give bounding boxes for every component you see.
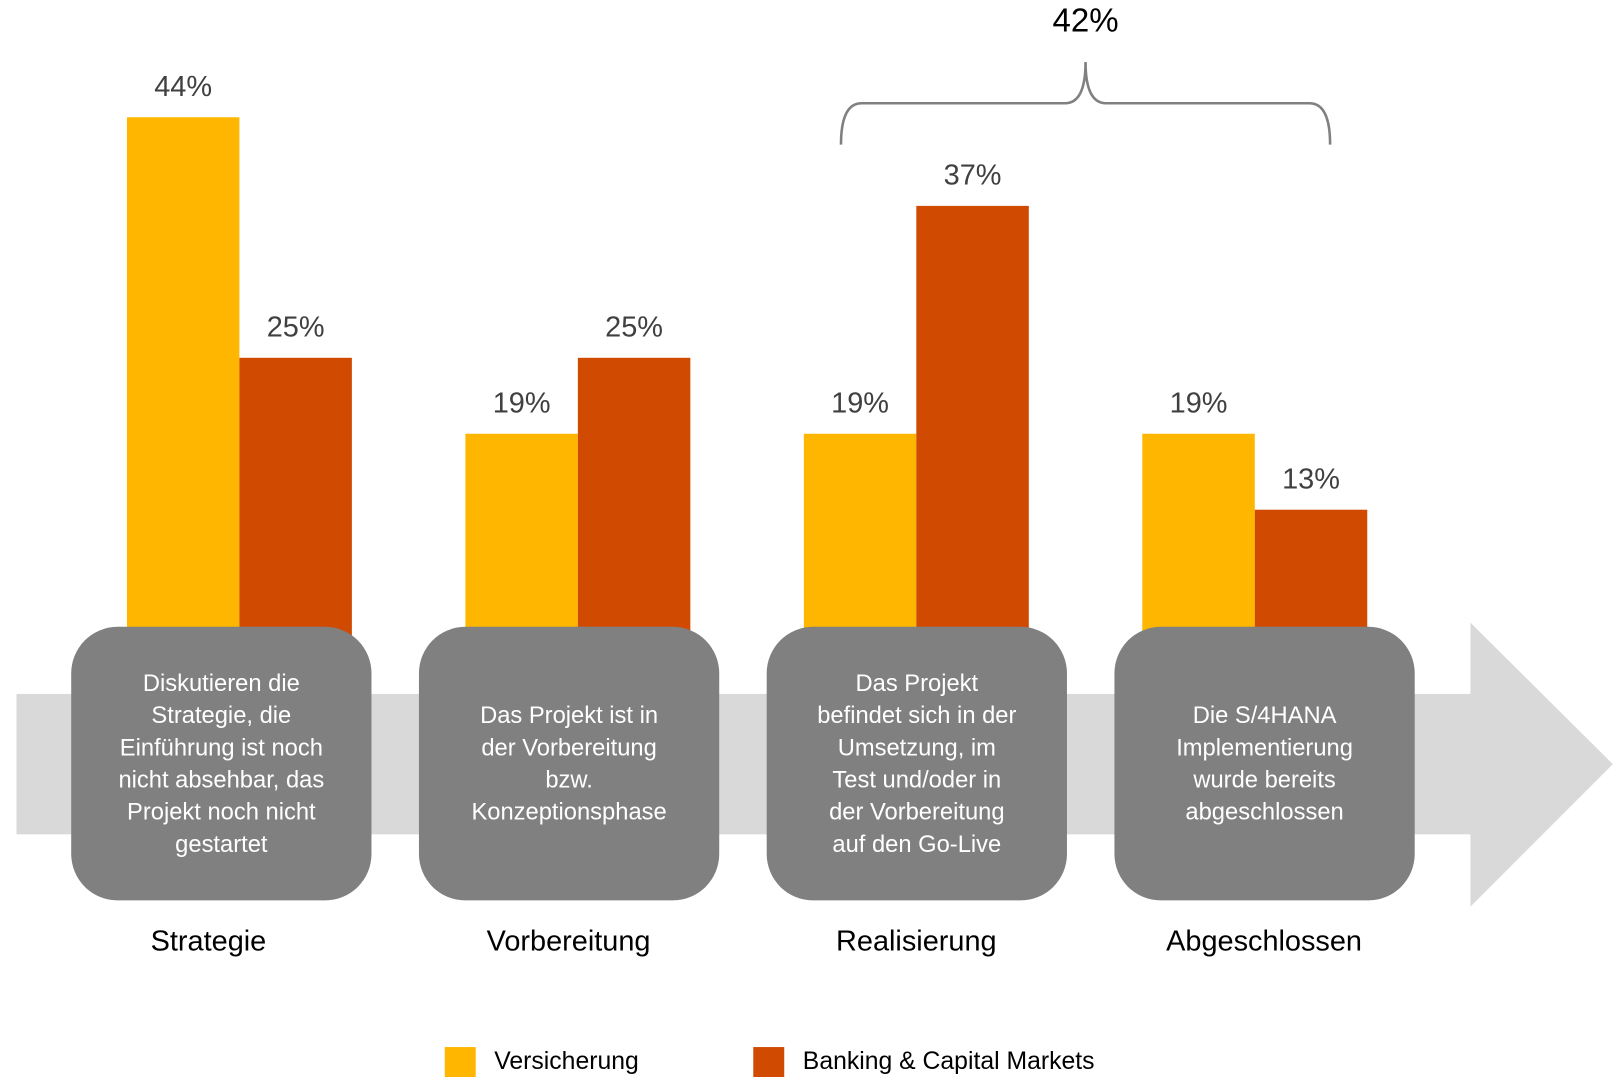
phase-description: gestartet — [175, 832, 268, 858]
annotation: 42% — [1053, 1, 1119, 38]
value-label: 44% — [154, 71, 212, 103]
bar — [916, 205, 1029, 675]
phase-description: Konzeptionsphase — [471, 800, 666, 826]
legend: Versicherung Banking & Capital Markets — [444, 1047, 1095, 1077]
category-label: Abgeschlossen — [1166, 925, 1362, 957]
phase-description: abgeschlossen — [1185, 800, 1343, 826]
phase-description: bzw. — [545, 768, 592, 794]
category-label: Strategie — [151, 925, 267, 957]
category-label: Realisierung — [836, 925, 997, 957]
phase-description: befindet sich in der — [817, 703, 1016, 729]
value-label: 25% — [605, 312, 663, 344]
phase-description: Einführung ist noch — [120, 735, 323, 761]
value-label: 19% — [493, 387, 551, 419]
bars: 44% 25% 19% 25% 19% 37% 19% 13% — [126, 71, 1368, 675]
value-label: 19% — [1170, 387, 1228, 419]
phase-description: der Vorbereitung — [481, 735, 656, 761]
phase-description: Implementierung — [1176, 735, 1353, 761]
phase-box — [1114, 626, 1415, 901]
legend-swatch — [753, 1047, 785, 1077]
phase-description: nicht absehbar, das — [118, 768, 324, 794]
phase-description: Test und/oder in — [832, 768, 1001, 794]
phase-description: auf den Go-Live — [832, 832, 1001, 858]
value-label: 19% — [831, 387, 889, 419]
value-label: 37% — [944, 160, 1002, 192]
phase-box — [418, 626, 720, 901]
phase-description: Das Projekt ist in — [480, 703, 658, 729]
phase-description: Diskutieren die — [143, 671, 300, 697]
arrow-head — [1470, 622, 1613, 907]
phase-boxes: Diskutieren die Strategie, die Einführung … — [71, 626, 1415, 957]
phase-description: wurde bereits — [1192, 768, 1336, 794]
phase-description: Das Projekt — [856, 671, 979, 697]
phase-description: Umsetzung, im — [838, 735, 996, 761]
category-label: Vorbereitung — [487, 925, 651, 957]
phase-description: Projekt noch nicht — [127, 800, 316, 826]
value-label: 13% — [1282, 463, 1340, 495]
phase-box — [71, 626, 372, 901]
legend-label: Versicherung — [494, 1048, 639, 1075]
legend-swatch — [444, 1047, 476, 1077]
phase-box — [766, 626, 1067, 901]
value-label: 25% — [267, 312, 325, 344]
phase-description: Strategie, die — [151, 703, 291, 729]
bar — [577, 357, 691, 675]
phase-description: der Vorbereitung — [829, 800, 1004, 826]
bar — [126, 117, 240, 675]
phase-description: Die S/4HANA — [1193, 703, 1337, 729]
bar — [239, 357, 352, 675]
legend-label: Banking & Capital Markets — [803, 1048, 1095, 1075]
bracket — [839, 61, 1332, 145]
